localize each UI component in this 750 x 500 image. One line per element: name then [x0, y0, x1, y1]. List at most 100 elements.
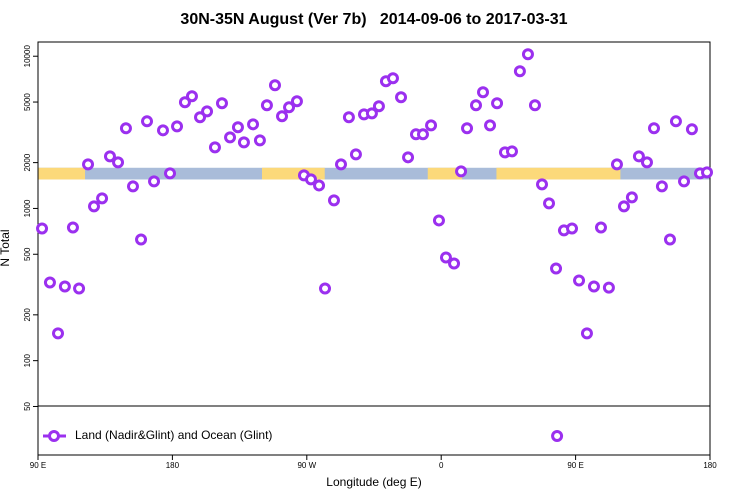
data-point — [66, 221, 79, 234]
data-point — [58, 280, 71, 293]
y-axis-label: N Total — [0, 229, 12, 266]
data-point — [505, 145, 518, 158]
data-point — [119, 122, 132, 135]
data-point — [551, 429, 564, 442]
data-point — [372, 100, 385, 113]
data-point — [82, 158, 95, 171]
data-point — [663, 233, 676, 246]
data-point — [610, 158, 623, 171]
data-point — [342, 111, 355, 124]
data-point — [685, 123, 698, 136]
data-point — [247, 118, 260, 131]
data-point — [73, 282, 86, 295]
data-point — [156, 124, 169, 137]
data-point — [52, 327, 65, 340]
data-point — [469, 99, 482, 112]
data-point — [231, 121, 244, 134]
data-point — [276, 110, 289, 123]
x-tick-label: 90 E — [567, 461, 583, 470]
data-point — [402, 151, 415, 164]
x-tick-label: 0 — [439, 461, 444, 470]
data-point — [148, 175, 161, 188]
data-point — [455, 165, 468, 178]
data-point — [290, 95, 303, 108]
chart-title: 30N-35N August (Ver 7b) 2014-09-06 to 20… — [180, 11, 567, 28]
data-point — [141, 115, 154, 128]
data-point — [536, 178, 548, 191]
data-point — [185, 90, 198, 103]
ocean-band — [38, 167, 710, 180]
data-point — [602, 281, 615, 294]
data-point — [215, 97, 228, 110]
data-point — [587, 280, 600, 293]
data-point — [319, 282, 332, 295]
data-point — [253, 134, 266, 147]
data-point — [678, 175, 691, 188]
data-point — [477, 86, 490, 99]
plot-frame — [37, 41, 711, 456]
data-point — [521, 48, 534, 61]
data-point — [625, 191, 638, 204]
data-point — [164, 167, 177, 180]
data-point — [268, 79, 281, 92]
data-point — [349, 148, 362, 161]
y-tick-label: 10000 — [23, 45, 32, 68]
data-point — [43, 276, 56, 289]
data-point — [669, 115, 682, 128]
data-point — [171, 120, 184, 133]
data-point — [617, 200, 630, 213]
data-point — [224, 131, 237, 144]
data-point — [365, 107, 378, 120]
data-point — [178, 96, 191, 109]
data-point — [632, 150, 645, 163]
data-point — [395, 91, 408, 104]
data-point — [448, 257, 461, 270]
data-point — [528, 99, 541, 112]
data-point — [640, 156, 653, 169]
data-point — [283, 101, 296, 114]
y-tick-label: 200 — [23, 308, 32, 322]
data-point — [201, 105, 214, 118]
land-band — [427, 167, 463, 180]
data-point — [655, 180, 668, 193]
data-point — [334, 158, 347, 171]
data-point — [513, 65, 526, 78]
data-point — [491, 97, 504, 110]
legend-label: Land (Nadir&Glint) and Ocean (Glint) — [75, 428, 272, 442]
data-point — [194, 111, 207, 124]
y-tick-label: 500 — [23, 247, 32, 261]
legend-marker — [48, 430, 60, 442]
data-point — [112, 156, 125, 169]
y-tick-label: 5000 — [23, 93, 32, 111]
x-axis-label: Longitude (deg E) — [326, 475, 421, 489]
data-point — [425, 119, 438, 132]
data-point — [573, 274, 586, 287]
y-tick-label: 100 — [23, 353, 32, 367]
y-tick-label: 50 — [23, 401, 32, 410]
data-point — [260, 99, 273, 112]
data-point — [304, 173, 317, 186]
data-point — [461, 122, 474, 135]
land-band — [496, 167, 621, 180]
data-point — [386, 72, 399, 85]
data-point — [313, 179, 326, 192]
data-point — [701, 166, 714, 179]
data-point — [543, 197, 556, 210]
data-point — [580, 327, 593, 340]
data-point — [594, 221, 607, 234]
x-tick-label: 180 — [166, 461, 180, 470]
x-tick-label: 180 — [703, 461, 717, 470]
data-point — [416, 128, 429, 141]
land-band — [38, 167, 86, 180]
data-point — [550, 262, 563, 275]
y-tick-label: 1000 — [23, 199, 32, 217]
data-point — [208, 141, 221, 154]
y-tick-label: 2000 — [23, 153, 32, 171]
data-point — [484, 119, 497, 132]
data-point — [88, 200, 100, 213]
data-point — [566, 222, 579, 235]
data-point — [648, 122, 660, 135]
data-point — [135, 233, 148, 246]
data-point — [103, 150, 116, 163]
